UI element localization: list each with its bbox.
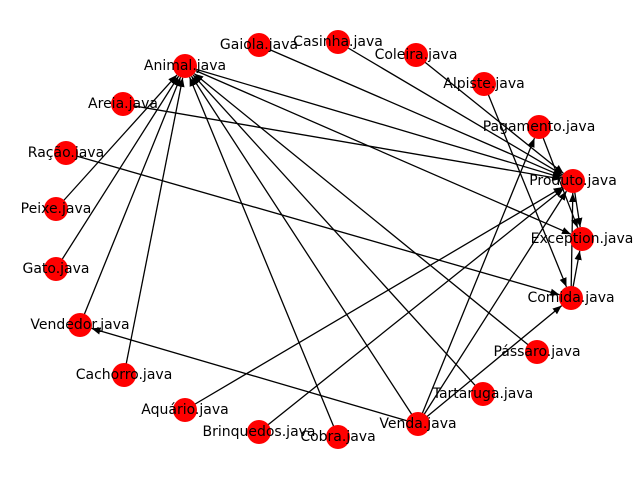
edge-areia-to-produto (122, 103, 562, 182)
node-circle-coleira (404, 43, 428, 67)
node-label-gaiola: Gaiola.java (220, 37, 298, 53)
node-circle-venda (406, 412, 430, 436)
node-circle-gato (44, 257, 68, 281)
node-racao: Ração.java (28, 141, 104, 165)
node-label-alpiste: Alpiste.java (443, 76, 524, 92)
node-circle-comida (559, 286, 583, 310)
edge-gato-to-animal (55, 75, 180, 270)
edge-venda-to-animal (190, 75, 419, 425)
nodes-layer: Animal.java Gaiola.javaCasinha.javaColeir… (21, 30, 634, 449)
node-vendedor: Vendedor.java (30, 313, 130, 337)
node-circle-pagamento (527, 115, 551, 139)
node-peixe: Peixe.java (21, 197, 92, 221)
node-circle-cachorro (112, 363, 136, 387)
node-label-peixe: Peixe.java (21, 201, 92, 217)
edge-casinha-to-produto (337, 41, 564, 176)
node-label-venda: Venda.java (379, 416, 456, 432)
node-label-pagamento: Pagamento.java (483, 119, 596, 135)
node-label-brinquedos: Brinquedos.java (202, 424, 315, 440)
node-aquario: Aquário.java (141, 398, 229, 422)
node-circle-aquario (173, 398, 197, 422)
edge-venda-to-produto (417, 190, 568, 425)
edge-brinquedos-to-produto (258, 187, 565, 433)
node-circle-passaro (525, 340, 549, 364)
edge-cachorro-to-animal (123, 77, 185, 376)
node-circle-cobra (326, 425, 350, 449)
edge-pagamento-to-exception (538, 126, 579, 229)
edges-layer (55, 41, 583, 438)
edge-venda-to-vendedor (91, 327, 419, 425)
edge-passaro-to-animal (193, 73, 538, 353)
node-label-casinha: Casinha.java (293, 34, 383, 50)
node-circle-animal (173, 54, 197, 78)
node-label-cobra: Cobra.java (300, 429, 375, 445)
node-label-racao: Ração.java (28, 145, 104, 161)
node-tartaruga: Tartaruga.java (432, 382, 534, 406)
node-circle-racao (54, 141, 78, 165)
edge-alpiste-to-comida (483, 83, 568, 288)
node-animal: Animal.java (144, 54, 226, 78)
node-label-animal: Animal.java (144, 58, 226, 74)
node-label-aquario: Aquário.java (141, 402, 228, 418)
node-label-produto: Produto.java (529, 173, 617, 189)
edge-coleira-to-produto (415, 54, 565, 175)
node-circle-exception (570, 227, 594, 251)
edge-gaiola-to-produto (258, 44, 563, 177)
node-venda: Venda.java (379, 412, 457, 436)
edge-cobra-to-animal (188, 76, 339, 438)
node-brinquedos: Brinquedos.java (202, 420, 316, 444)
node-circle-peixe (44, 197, 68, 221)
edge-vendedor-to-animal (79, 76, 182, 326)
edge-tartaruga-to-animal (192, 74, 484, 395)
node-label-vendedor: Vendedor.java (30, 317, 129, 333)
edge-peixe-to-animal (55, 74, 178, 210)
edge-aquario-to-produto (184, 186, 564, 411)
node-gaiola: Gaiola.java (220, 33, 298, 57)
edge-comida-to-produto (569, 192, 577, 299)
node-cobra: Cobra.java (300, 425, 376, 449)
node-circle-gaiola (247, 33, 271, 57)
edge-venda-to-comida (417, 305, 563, 425)
node-coleira: Coleira.java (375, 43, 458, 67)
node-gato: Gato.java (22, 257, 90, 281)
node-circle-produto (561, 169, 585, 193)
node-passaro: Pássaro.java (493, 340, 581, 364)
node-label-comida: Comida.java (527, 290, 614, 306)
node-casinha: Casinha.java (293, 30, 383, 54)
node-label-tartaruga: Tartaruga.java (432, 386, 534, 402)
node-comida: Comida.java (527, 286, 615, 310)
node-circle-brinquedos (247, 420, 271, 444)
edge-venda-to-pagamento (417, 137, 536, 425)
edge-racao-to-comida (65, 152, 560, 296)
node-pagamento: Pagamento.java (483, 115, 596, 139)
node-produto: Produto.java (529, 169, 617, 193)
node-circle-tartaruga (471, 382, 495, 406)
node-areia: Areia.java (88, 92, 158, 116)
node-label-cachorro: Cachorro.java (76, 367, 173, 383)
node-label-coleira: Coleira.java (375, 47, 458, 63)
node-circle-alpiste (472, 72, 496, 96)
node-cachorro: Cachorro.java (76, 363, 173, 387)
node-exception: Exception.java (531, 227, 634, 251)
node-circle-casinha (326, 30, 350, 54)
node-alpiste: Alpiste.java (443, 72, 525, 96)
node-circle-areia (111, 92, 135, 116)
node-label-areia: Areia.java (88, 96, 158, 112)
edge-animal-to-exception (184, 65, 572, 235)
node-label-passaro: Pássaro.java (493, 344, 580, 360)
node-label-exception: Exception.java (531, 231, 634, 247)
node-label-gato: Gato.java (22, 261, 89, 277)
node-circle-vendedor (68, 313, 92, 337)
edge-animal-to-produto (184, 65, 562, 179)
